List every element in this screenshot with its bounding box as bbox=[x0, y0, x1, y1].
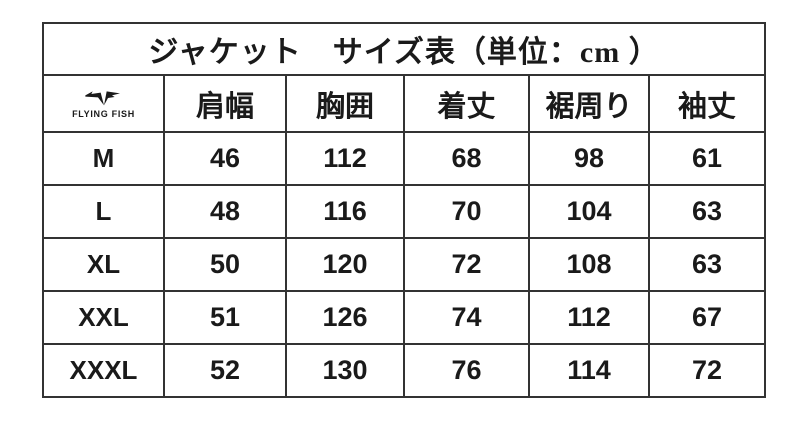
value-cell: 72 bbox=[647, 343, 767, 398]
table-title: ジャケット サイズ表（単位：cm ） bbox=[41, 22, 767, 76]
value-cell: 46 bbox=[163, 131, 287, 186]
size-cell: L bbox=[42, 184, 165, 239]
size-chart-table: ジャケット サイズ表（単位：cm ） FLYING FISH 肩幅 bbox=[41, 22, 767, 398]
size-cell: XXXL bbox=[42, 343, 165, 398]
brand-logo-cell: FLYING FISH bbox=[42, 74, 165, 133]
value-cell: 112 bbox=[285, 131, 405, 186]
table-row-m: M 46 112 68 98 61 bbox=[42, 131, 767, 186]
column-header-length: 着丈 bbox=[403, 74, 530, 133]
value-cell: 50 bbox=[163, 237, 287, 292]
value-cell: 52 bbox=[163, 343, 287, 398]
value-cell: 51 bbox=[163, 290, 287, 345]
size-cell: XL bbox=[42, 237, 165, 292]
brand-name: FLYING FISH bbox=[72, 108, 135, 119]
table-row-xl: XL 50 120 72 108 63 bbox=[42, 237, 767, 292]
value-cell: 63 bbox=[647, 184, 767, 239]
value-cell: 61 bbox=[647, 131, 767, 186]
column-header-shoulder-width: 肩幅 bbox=[163, 74, 287, 133]
value-cell: 76 bbox=[403, 343, 530, 398]
value-cell: 68 bbox=[403, 131, 530, 186]
value-cell: 72 bbox=[403, 237, 530, 292]
table-row-l: L 48 116 70 104 63 bbox=[42, 184, 767, 239]
value-cell: 108 bbox=[528, 237, 650, 292]
value-cell: 126 bbox=[285, 290, 405, 345]
column-header-sleeve: 袖丈 bbox=[647, 74, 767, 133]
value-cell: 74 bbox=[403, 290, 530, 345]
flying-fish-wings-icon bbox=[84, 89, 124, 107]
header-row: FLYING FISH 肩幅 胸囲 着丈 裾周り 袖丈 bbox=[42, 74, 767, 133]
value-cell: 63 bbox=[647, 237, 767, 292]
value-cell: 130 bbox=[285, 343, 405, 398]
table-row-xxxl: XXXL 52 130 76 114 72 bbox=[42, 343, 767, 398]
value-cell: 120 bbox=[285, 237, 405, 292]
size-cell: M bbox=[42, 131, 165, 186]
value-cell: 112 bbox=[528, 290, 650, 345]
title-row: ジャケット サイズ表（単位：cm ） bbox=[41, 22, 767, 76]
size-cell: XXL bbox=[42, 290, 165, 345]
value-cell: 114 bbox=[528, 343, 650, 398]
value-cell: 48 bbox=[163, 184, 287, 239]
column-header-hem: 裾周り bbox=[528, 74, 650, 133]
brand-logo: FLYING FISH bbox=[44, 89, 163, 119]
value-cell: 104 bbox=[528, 184, 650, 239]
column-header-chest: 胸囲 bbox=[285, 74, 405, 133]
value-cell: 98 bbox=[528, 131, 650, 186]
value-cell: 67 bbox=[647, 290, 767, 345]
value-cell: 70 bbox=[403, 184, 530, 239]
table-row-xxl: XXL 51 126 74 112 67 bbox=[42, 290, 767, 345]
value-cell: 116 bbox=[285, 184, 405, 239]
